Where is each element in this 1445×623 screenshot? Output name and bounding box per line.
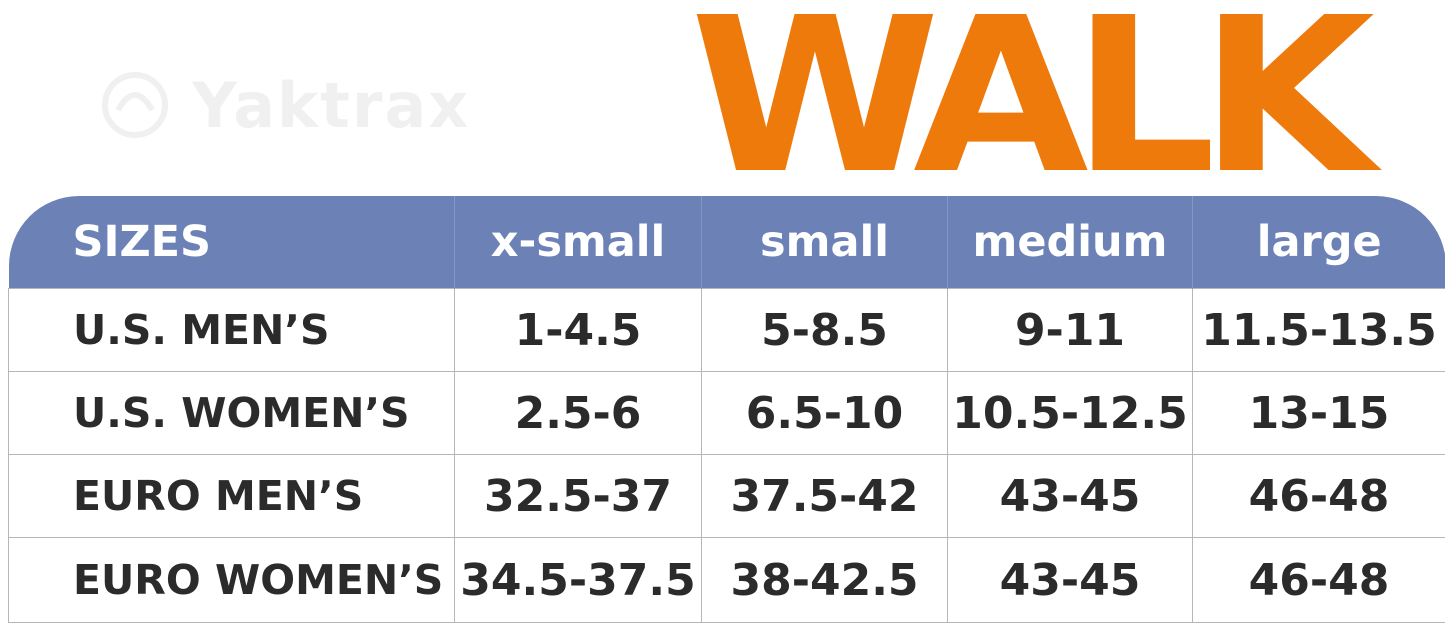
table-cell: 37.5-42 — [702, 455, 948, 538]
table-cell: 34.5-37.5 — [455, 538, 702, 623]
column-header-medium: medium — [948, 196, 1193, 289]
table-cell: 43-45 — [948, 455, 1193, 538]
size-chart-table: SIZES x-small small medium large U.S. ME… — [8, 196, 1445, 623]
table-cell: 9-11 — [948, 289, 1193, 372]
table-cell: 43-45 — [948, 538, 1193, 623]
row-label: U.S. WOMEN’S — [9, 372, 455, 455]
brand-logo-text: Yaktrax — [192, 69, 470, 142]
row-label: EURO WOMEN’S — [9, 538, 455, 623]
column-header-x-small: x-small — [455, 196, 702, 289]
table-cell: 11.5-13.5 — [1193, 289, 1445, 372]
table-cell: 1-4.5 — [455, 289, 702, 372]
table-cell: 46-48 — [1193, 538, 1445, 623]
row-label: EURO MEN’S — [9, 455, 455, 538]
column-header-large: large — [1193, 196, 1445, 289]
table-cell: 5-8.5 — [702, 289, 948, 372]
brand-logo: Yaktrax — [100, 60, 660, 150]
header-row: SIZES x-small small medium large — [9, 196, 1445, 289]
table-cell: 32.5-37 — [455, 455, 702, 538]
yaktrax-mark-icon — [100, 70, 170, 140]
table-cell: 38-42.5 — [702, 538, 948, 623]
table-cell: 6.5-10 — [702, 372, 948, 455]
product-title: WALK — [690, 0, 1358, 204]
table-row: EURO MEN’S 32.5-37 37.5-42 43-45 46-48 — [9, 455, 1445, 538]
row-label: U.S. MEN’S — [9, 289, 455, 372]
table-cell: 2.5-6 — [455, 372, 702, 455]
table-cell: 10.5-12.5 — [948, 372, 1193, 455]
table-cell: 13-15 — [1193, 372, 1445, 455]
column-header-small: small — [702, 196, 948, 289]
table-row: EURO WOMEN’S 34.5-37.5 38-42.5 43-45 46-… — [9, 538, 1445, 623]
table-row: U.S. WOMEN’S 2.5-6 6.5-10 10.5-12.5 13-1… — [9, 372, 1445, 455]
table-row: U.S. MEN’S 1-4.5 5-8.5 9-11 11.5-13.5 — [9, 289, 1445, 372]
column-header-sizes: SIZES — [9, 196, 455, 289]
table-cell: 46-48 — [1193, 455, 1445, 538]
